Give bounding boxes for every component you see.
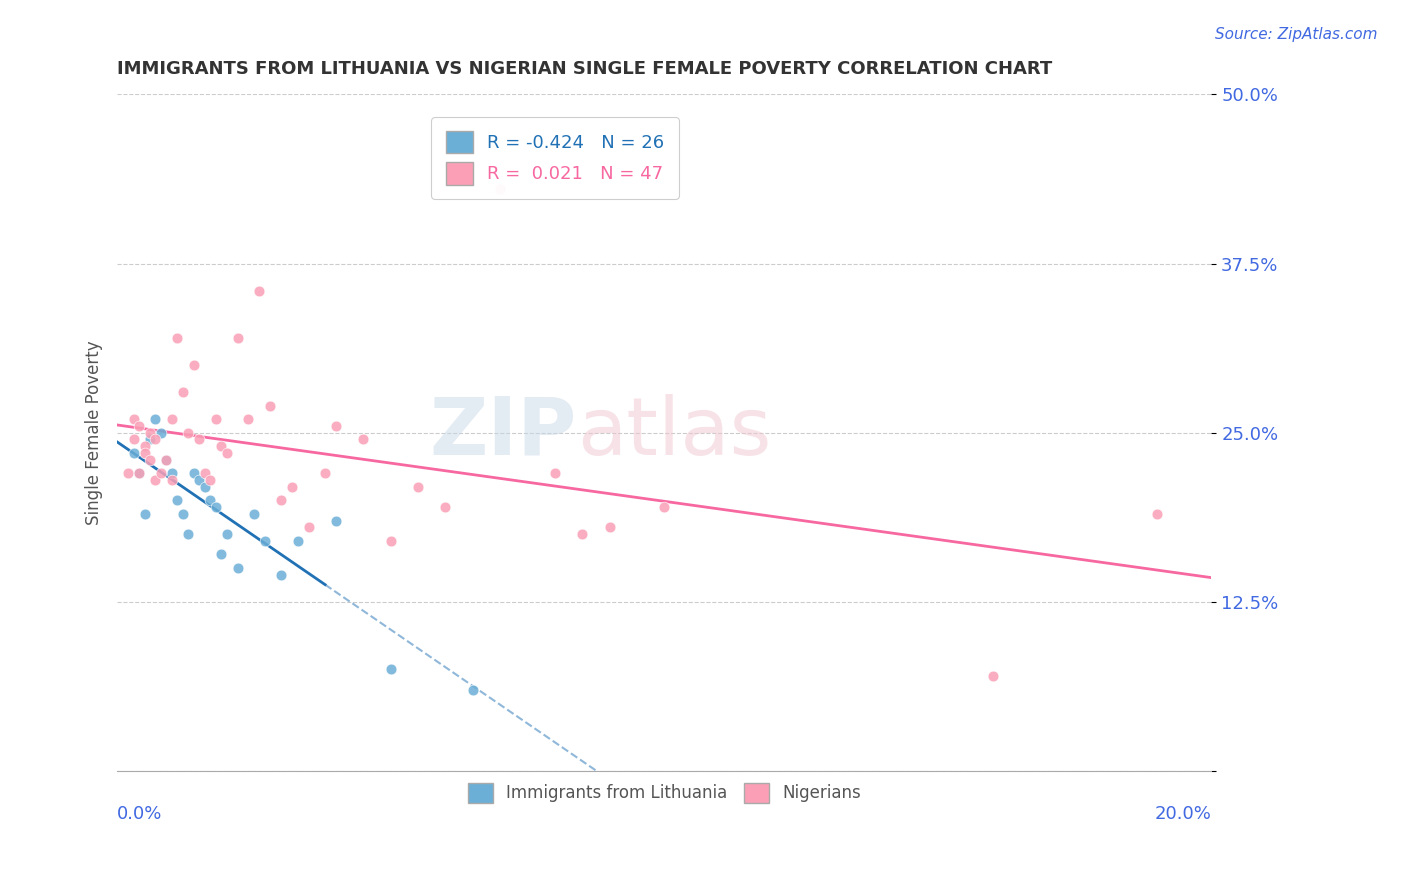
Text: ZIP: ZIP [429, 393, 576, 472]
Point [200, 493, 222, 508]
Point [149, 425, 172, 440]
Point [489, 182, 512, 196]
Point [281, 480, 304, 494]
Point [243, 507, 266, 521]
Point [128, 466, 150, 480]
Point [434, 500, 457, 514]
Point [160, 466, 183, 480]
Point [270, 567, 292, 582]
Point [122, 446, 145, 460]
Point [172, 384, 194, 399]
Point [204, 412, 226, 426]
Point [226, 561, 249, 575]
Point [117, 466, 139, 480]
Point [270, 493, 292, 508]
Point [166, 493, 188, 508]
Point [134, 446, 156, 460]
Point [209, 439, 232, 453]
Point [139, 425, 162, 440]
Point [139, 452, 162, 467]
Point [325, 514, 347, 528]
Point [177, 425, 200, 440]
Point [200, 473, 222, 487]
Point [128, 418, 150, 433]
Text: IMMIGRANTS FROM LITHUANIA VS NIGERIAN SINGLE FEMALE POVERTY CORRELATION CHART: IMMIGRANTS FROM LITHUANIA VS NIGERIAN SI… [117, 60, 1053, 78]
Point [238, 412, 260, 426]
Point [215, 527, 238, 541]
Point [166, 331, 188, 345]
Point [145, 433, 167, 447]
Point [183, 358, 205, 372]
Point [134, 439, 156, 453]
Point [249, 284, 271, 298]
Point [188, 473, 211, 487]
Point [226, 331, 249, 345]
Text: atlas: atlas [576, 393, 770, 472]
Text: 20.0%: 20.0% [1154, 805, 1212, 823]
Point [287, 533, 309, 548]
Point [571, 527, 593, 541]
Point [380, 533, 402, 548]
Point [215, 446, 238, 460]
Point [204, 500, 226, 514]
Text: 0.0%: 0.0% [117, 805, 163, 823]
Point [599, 520, 621, 534]
Point [172, 507, 194, 521]
Point [253, 533, 276, 548]
Point [160, 412, 183, 426]
Point [145, 412, 167, 426]
Point [160, 473, 183, 487]
Y-axis label: Single Female Poverty: Single Female Poverty [86, 340, 103, 524]
Point [122, 412, 145, 426]
Point [380, 662, 402, 676]
Point [134, 507, 156, 521]
Point [194, 466, 217, 480]
Point [544, 466, 567, 480]
Point [149, 466, 172, 480]
Point [314, 466, 336, 480]
Point [194, 480, 217, 494]
Point [406, 480, 429, 494]
Point [209, 547, 232, 561]
Point [145, 473, 167, 487]
Point [1146, 507, 1168, 521]
Point [298, 520, 321, 534]
Point [461, 682, 484, 697]
Point [352, 433, 374, 447]
Point [183, 466, 205, 480]
Point [122, 433, 145, 447]
Point [128, 466, 150, 480]
Point [155, 452, 177, 467]
Point [177, 527, 200, 541]
Point [155, 452, 177, 467]
Point [652, 500, 675, 514]
Point [259, 399, 281, 413]
Point [139, 433, 162, 447]
Point [325, 418, 347, 433]
Point [981, 669, 1004, 683]
Point [188, 433, 211, 447]
Legend: Immigrants from Lithuania, Nigerians: Immigrants from Lithuania, Nigerians [461, 776, 868, 810]
Text: Source: ZipAtlas.com: Source: ZipAtlas.com [1215, 27, 1378, 42]
